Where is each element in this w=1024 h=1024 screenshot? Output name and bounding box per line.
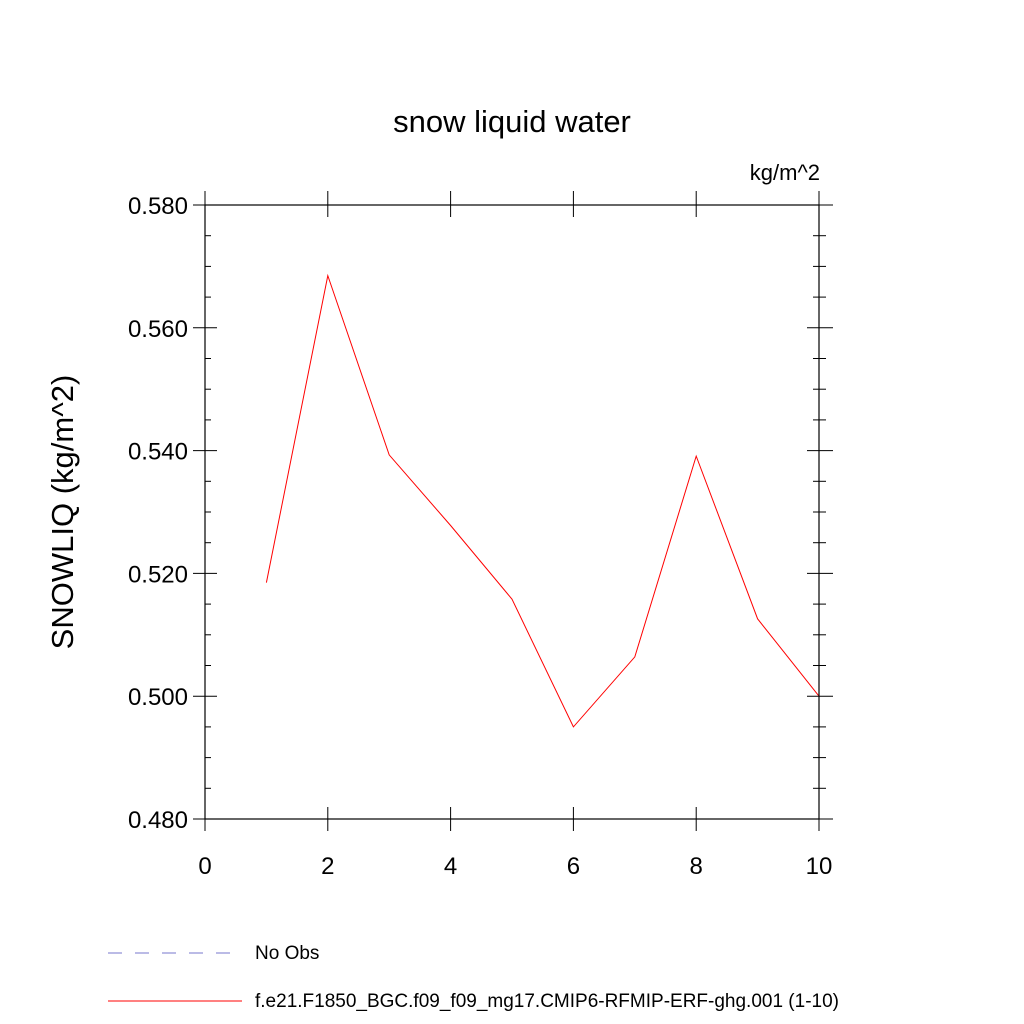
y-tick-label: 0.520	[128, 561, 188, 588]
y-tick-label: 0.560	[128, 316, 188, 343]
axis-ticks	[193, 191, 833, 831]
legend-label-no-obs: No Obs	[255, 943, 319, 964]
units-label: kg/m^2	[750, 160, 820, 185]
plot-frame	[204, 204, 820, 820]
tick-labels: 0 2 4 6 8 10 0.480 0.500 0.520 0.540 0.560 0.580	[128, 193, 832, 880]
chart-title: snow liquid water	[393, 104, 631, 139]
x-tick-label: 6	[567, 853, 580, 880]
y-tick-label: 0.500	[128, 684, 188, 711]
x-tick-label: 8	[690, 853, 703, 880]
legend: No Obs f.e21.F1850_BGC.f09_f09_mg17.CMIP…	[108, 943, 839, 1012]
x-tick-label: 0	[198, 853, 211, 880]
y-axis-label: SNOWLIQ (kg/m^2)	[45, 375, 80, 650]
x-tick-label: 4	[444, 853, 457, 880]
series-line	[265, 273, 820, 728]
legend-label-model: f.e21.F1850_BGC.f09_f09_mg17.CMIP6-RFMIP…	[255, 991, 839, 1012]
series-layer	[265, 273, 820, 728]
y-tick-label: 0.480	[128, 807, 188, 834]
y-tick-label: 0.540	[128, 439, 188, 466]
y-tick-label: 0.580	[128, 193, 188, 220]
x-tick-label: 2	[321, 853, 334, 880]
x-tick-label: 10	[806, 853, 833, 880]
